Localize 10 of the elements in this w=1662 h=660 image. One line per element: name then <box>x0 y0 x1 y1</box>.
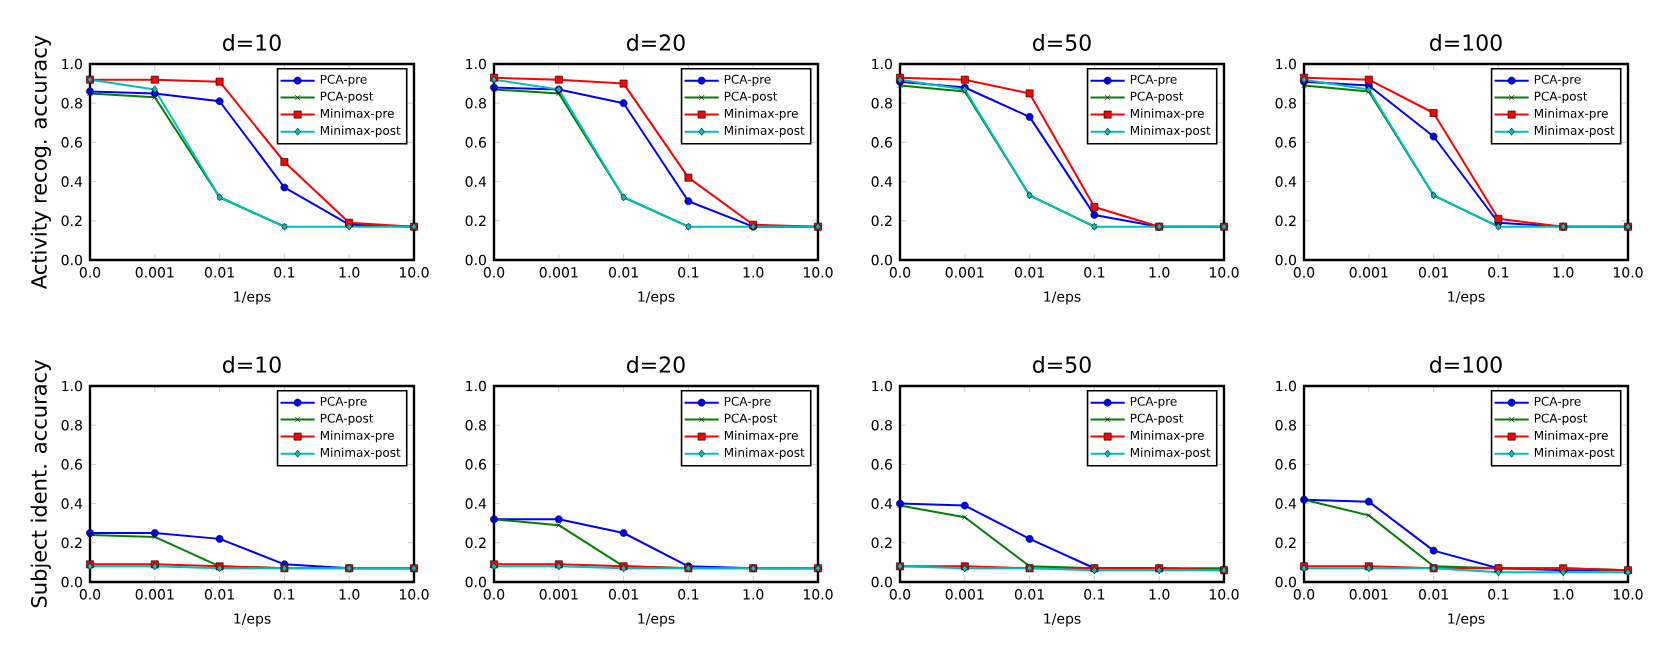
chart-title: d=20 <box>627 355 685 373</box>
chart-title: d=50 <box>1033 33 1091 51</box>
y-axis-title: Subject ident. accuracy <box>30 360 51 608</box>
chart-title: d=10 <box>223 355 281 373</box>
chart-title: d=100 <box>1430 33 1502 51</box>
chart-title: d=50 <box>1033 355 1091 373</box>
chart-title: d=10 <box>223 33 281 51</box>
chart-title: d=100 <box>1430 355 1502 373</box>
y-axis-title: Activity recog. accuracy <box>30 35 51 290</box>
chart-title: d=20 <box>627 33 685 51</box>
